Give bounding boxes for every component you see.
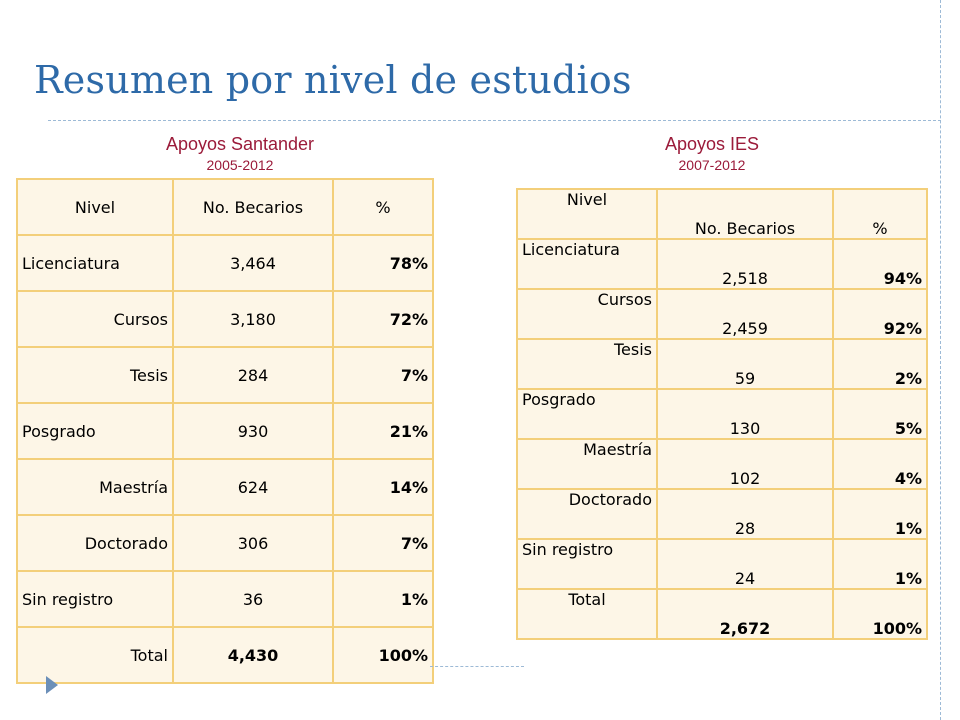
santander-table: Nivel No. Becarios % Licenciatura 3,464 … bbox=[16, 178, 434, 684]
cell-becarios: 3,464 bbox=[172, 234, 334, 292]
cell-percent: 100% bbox=[332, 626, 434, 684]
table-row: Posgrado 130 5% bbox=[516, 388, 928, 440]
right-edge-divider bbox=[940, 0, 941, 720]
cell-nivel: Tesis bbox=[16, 346, 174, 404]
cell-nivel: Posgrado bbox=[516, 388, 658, 440]
cell-becarios: 2,459 bbox=[656, 288, 834, 340]
cell-percent: 72% bbox=[332, 290, 434, 348]
cell-nivel: Cursos bbox=[16, 290, 174, 348]
table-row: Maestría 624 14% bbox=[16, 458, 434, 516]
cell-becarios: 306 bbox=[172, 514, 334, 572]
cell-becarios: 624 bbox=[172, 458, 334, 516]
cell-nivel: Posgrado bbox=[16, 402, 174, 460]
header-percent: % bbox=[332, 178, 434, 236]
table-row: Maestría 102 4% bbox=[516, 438, 928, 490]
header-becarios: No. Becarios bbox=[172, 178, 334, 236]
header-percent: % bbox=[832, 188, 928, 240]
cell-nivel: Sin registro bbox=[516, 538, 658, 590]
table-row: Doctorado 306 7% bbox=[16, 514, 434, 572]
cell-percent: 94% bbox=[832, 238, 928, 290]
cell-nivel: Licenciatura bbox=[516, 238, 658, 290]
title-divider bbox=[48, 120, 941, 121]
cell-becarios: 2,672 bbox=[656, 588, 834, 640]
cell-nivel: Maestría bbox=[516, 438, 658, 490]
cell-nivel: Total bbox=[516, 588, 658, 640]
cell-percent: 7% bbox=[332, 514, 434, 572]
cell-nivel: Cursos bbox=[516, 288, 658, 340]
cell-percent: 92% bbox=[832, 288, 928, 340]
table-row: Posgrado 930 21% bbox=[16, 402, 434, 460]
cell-percent: 1% bbox=[332, 570, 434, 628]
santander-caption: Apoyos Santander 2005-2012 bbox=[120, 133, 360, 175]
table-total-row: Total 2,672 100% bbox=[516, 588, 928, 640]
table-total-row: Total 4,430 100% bbox=[16, 626, 434, 684]
cell-percent: 1% bbox=[832, 538, 928, 590]
page-title: Resumen por nivel de estudios bbox=[34, 58, 632, 102]
ies-caption: Apoyos IES 2007-2012 bbox=[592, 133, 832, 175]
table-row: Licenciatura 3,464 78% bbox=[16, 234, 434, 292]
table-row: Cursos 3,180 72% bbox=[16, 290, 434, 348]
table-row: Sin registro 24 1% bbox=[516, 538, 928, 590]
cell-becarios: 284 bbox=[172, 346, 334, 404]
cell-nivel: Doctorado bbox=[16, 514, 174, 572]
cell-percent: 5% bbox=[832, 388, 928, 440]
santander-caption-years: 2005-2012 bbox=[206, 157, 274, 173]
cell-becarios: 4,430 bbox=[172, 626, 334, 684]
cell-becarios: 2,518 bbox=[656, 238, 834, 290]
cell-percent: 21% bbox=[332, 402, 434, 460]
cell-percent: 4% bbox=[832, 438, 928, 490]
cell-becarios: 28 bbox=[656, 488, 834, 540]
triangle-bullet-icon bbox=[46, 676, 58, 694]
table-row: Tesis 59 2% bbox=[516, 338, 928, 390]
cell-nivel: Maestría bbox=[16, 458, 174, 516]
cell-percent: 2% bbox=[832, 338, 928, 390]
cell-becarios: 24 bbox=[656, 538, 834, 590]
table-row: Cursos 2,459 92% bbox=[516, 288, 928, 340]
ies-table: Nivel No. Becarios % Licenciatura 2,518 … bbox=[516, 188, 928, 640]
cell-becarios: 36 bbox=[172, 570, 334, 628]
header-nivel: Nivel bbox=[16, 178, 174, 236]
header-nivel: Nivel bbox=[516, 188, 658, 240]
cell-becarios: 3,180 bbox=[172, 290, 334, 348]
cell-percent: 7% bbox=[332, 346, 434, 404]
cell-percent: 100% bbox=[832, 588, 928, 640]
cell-becarios: 130 bbox=[656, 388, 834, 440]
table-header-row: Nivel No. Becarios % bbox=[16, 178, 434, 236]
cell-becarios: 930 bbox=[172, 402, 334, 460]
table-header-row: Nivel No. Becarios % bbox=[516, 188, 928, 240]
header-becarios: No. Becarios bbox=[656, 188, 834, 240]
table-row: Tesis 284 7% bbox=[16, 346, 434, 404]
cell-nivel: Tesis bbox=[516, 338, 658, 390]
cell-becarios: 59 bbox=[656, 338, 834, 390]
cell-nivel: Licenciatura bbox=[16, 234, 174, 292]
cell-nivel: Sin registro bbox=[16, 570, 174, 628]
cell-percent: 14% bbox=[332, 458, 434, 516]
cell-nivel: Total bbox=[16, 626, 174, 684]
table-row: Doctorado 28 1% bbox=[516, 488, 928, 540]
santander-caption-name: Apoyos Santander bbox=[165, 134, 315, 154]
cell-percent: 78% bbox=[332, 234, 434, 292]
cell-percent: 1% bbox=[832, 488, 928, 540]
ies-caption-name: Apoyos IES bbox=[664, 134, 760, 154]
ies-caption-years: 2007-2012 bbox=[678, 157, 746, 173]
bottom-divider bbox=[430, 666, 524, 667]
cell-becarios: 102 bbox=[656, 438, 834, 490]
table-row: Sin registro 36 1% bbox=[16, 570, 434, 628]
table-row: Licenciatura 2,518 94% bbox=[516, 238, 928, 290]
cell-nivel: Doctorado bbox=[516, 488, 658, 540]
